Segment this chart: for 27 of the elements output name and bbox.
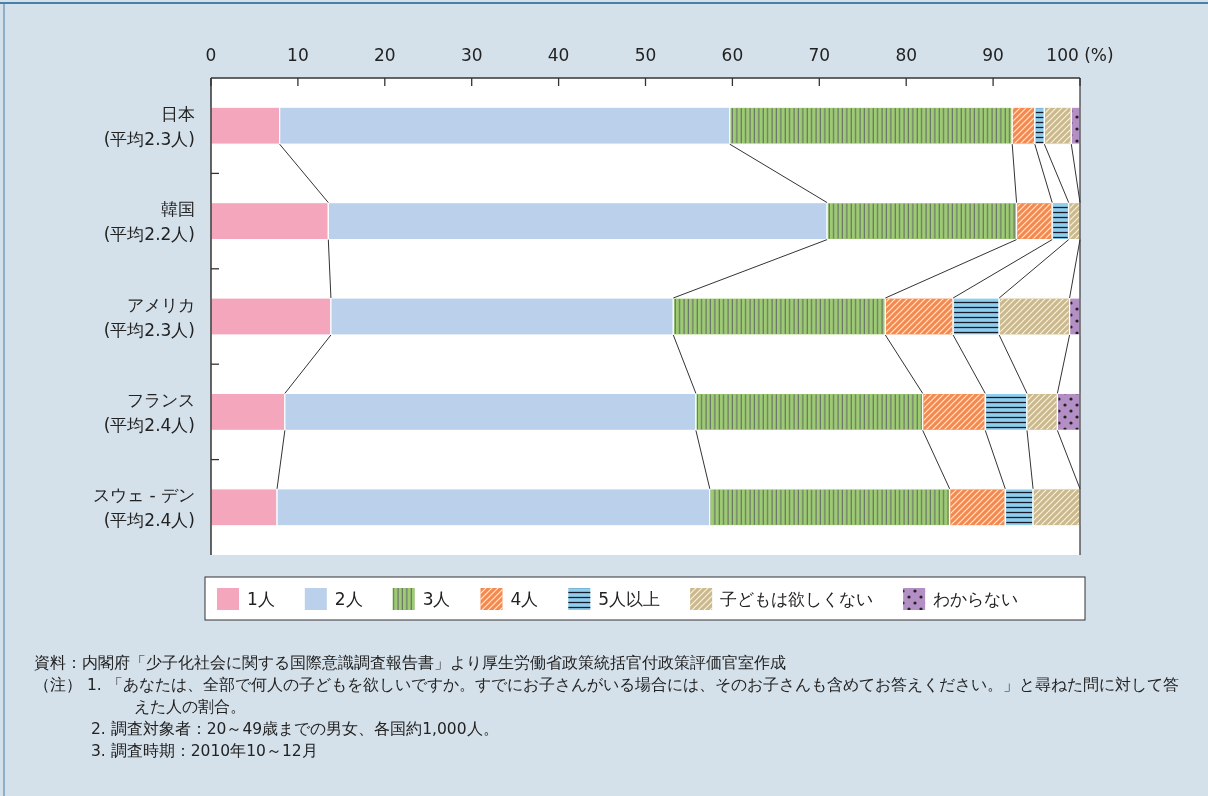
- x-tick-label: 90: [982, 45, 1004, 65]
- x-tick-label: 10: [287, 45, 309, 65]
- y-tick-label: アメリカ (平均2.3人): [103, 294, 195, 340]
- y-tick-label: スウェ - デン (平均2.4人): [93, 485, 195, 531]
- x-tick-label: 20: [373, 45, 396, 65]
- text: 3. 調査時期：2010年10～12月: [90, 741, 319, 762]
- x-tick-label: 100 (%): [1046, 45, 1114, 65]
- legend-label: わからない: [933, 589, 1019, 609]
- x-tick-label: 80: [895, 45, 918, 65]
- x-tick-label: 0: [205, 45, 217, 65]
- legend-label: 2人: [334, 589, 363, 609]
- y-tick-label: フランス (平均2.4人): [103, 389, 195, 435]
- legend-label: 1人: [247, 589, 275, 609]
- legend-label: 5人以上: [598, 589, 661, 609]
- legend-label: 4人: [510, 589, 539, 609]
- text: （注） 1. 「あなたは、全部で何人の子どもを欲しいですか。すでにお子さんがいる場合には、そのお子さんも含めてお答えください。」と尋ねた問に対して答えた人の割合。: [34, 675, 1180, 718]
- legend-label: 3人: [422, 589, 451, 609]
- legend-label: 子どもは欲しくない: [720, 589, 874, 609]
- y-tick-label: 日本 (平均2.3人): [103, 103, 195, 149]
- x-tick-label: 40: [547, 45, 570, 65]
- y-tick-label: 韓国 (平均2.2人): [103, 199, 195, 245]
- x-tick-label: 60: [721, 45, 744, 65]
- x-tick-label: 30: [460, 45, 483, 65]
- text: 資料：内閣府「少子化社会に関する国際意識調査報告書」より厚生労働省政策統括官付政策評価官室作成: [34, 653, 787, 674]
- text: 2. 調査対象者：20～49歳までの男女、各国約1,000人。: [90, 719, 500, 740]
- x-tick-label: 50: [634, 45, 657, 65]
- x-tick-label: 70: [808, 45, 831, 65]
